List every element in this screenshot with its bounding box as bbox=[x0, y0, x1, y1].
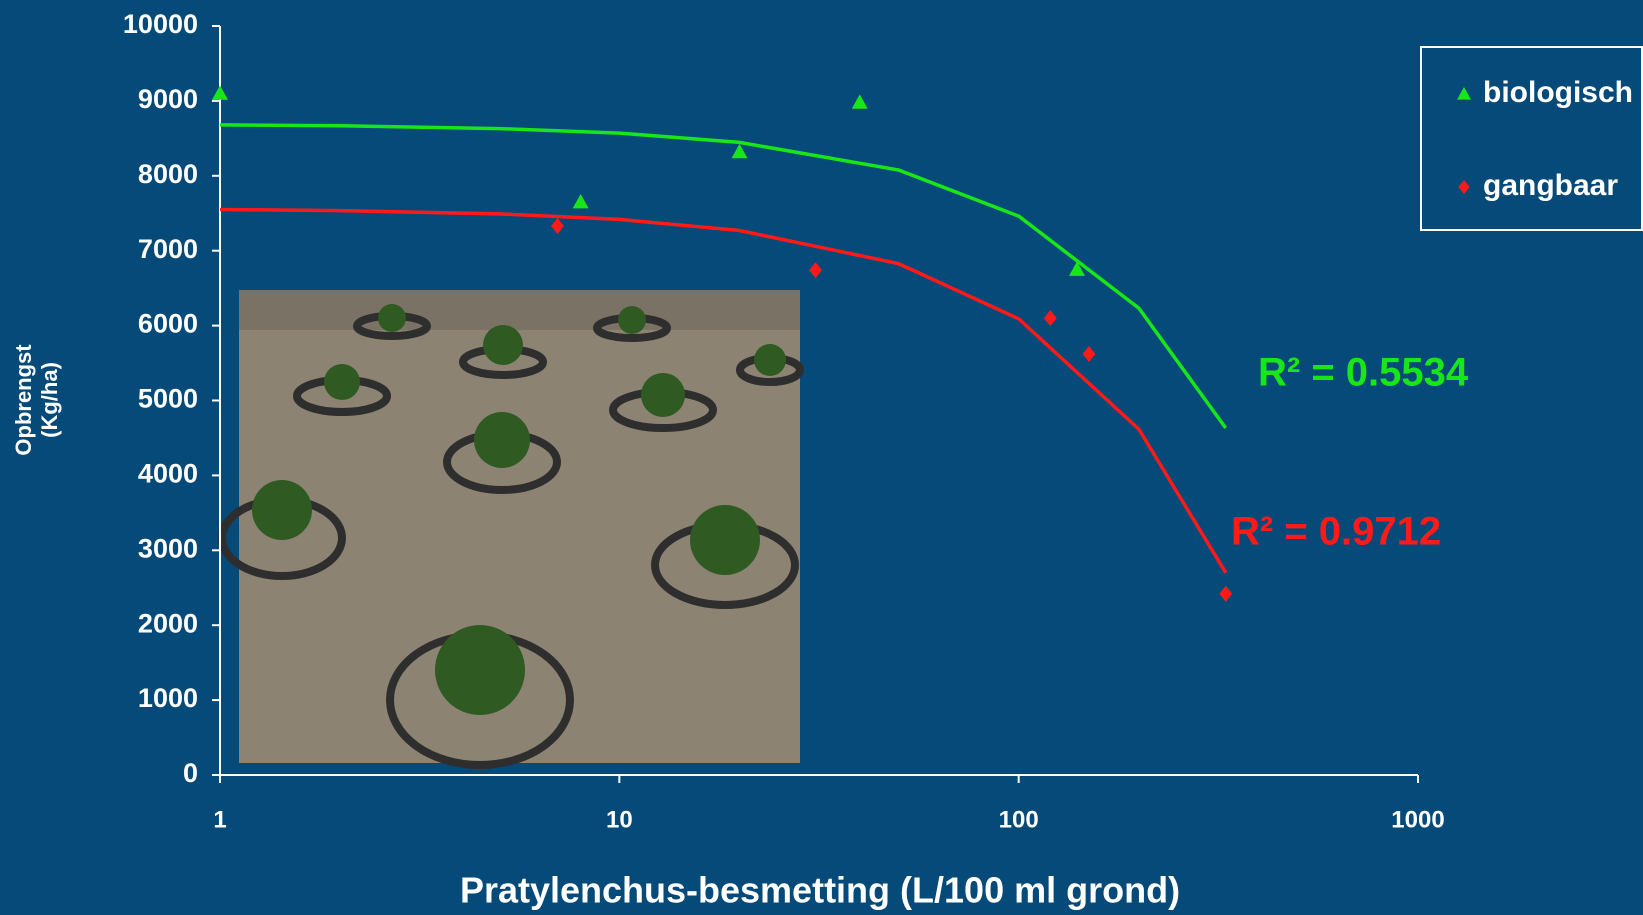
y-tick-label: 3000 bbox=[138, 533, 198, 563]
x-tick-label: 10 bbox=[606, 806, 633, 833]
annotation: R² = 0.5534 bbox=[1258, 351, 1469, 395]
legend-marker bbox=[1457, 87, 1471, 100]
data-point bbox=[572, 194, 589, 209]
legend-box bbox=[1420, 46, 1643, 231]
legend-label: gangbaar bbox=[1483, 169, 1618, 202]
y-tick-label: 5000 bbox=[138, 384, 198, 414]
data-point bbox=[1069, 261, 1086, 276]
y-tick-label: 0 bbox=[183, 758, 198, 788]
data-point bbox=[1219, 585, 1233, 602]
trendline bbox=[219, 207, 1228, 574]
trendline bbox=[219, 123, 1228, 430]
data-point bbox=[212, 85, 228, 100]
x-axis-label: Pratylenchus-besmetting (L/100 ml grond) bbox=[460, 870, 1180, 911]
data-point bbox=[1082, 346, 1096, 363]
y-tick-label: 7000 bbox=[138, 234, 198, 264]
y-tick-label: 2000 bbox=[138, 608, 198, 638]
y-axis-label: Opbrengst bbox=[11, 344, 36, 456]
x-tick-label: 100 bbox=[999, 806, 1039, 833]
y-axis-label: (Kg/ha) bbox=[37, 362, 62, 438]
y-tick-label: 10000 bbox=[123, 9, 198, 39]
data-point bbox=[851, 94, 868, 109]
y-tick-label: 6000 bbox=[138, 309, 198, 339]
data-point bbox=[731, 143, 748, 159]
x-tick-label: 1000 bbox=[1391, 806, 1444, 833]
y-tick-label: 8000 bbox=[138, 159, 198, 189]
y-tick-label: 9000 bbox=[138, 84, 198, 114]
annotation: R² = 0.9712 bbox=[1231, 510, 1441, 554]
data-point bbox=[809, 262, 822, 279]
y-tick-label: 1000 bbox=[138, 683, 198, 713]
legend-marker bbox=[1458, 180, 1470, 194]
photo-inset bbox=[218, 290, 804, 769]
data-point bbox=[1043, 310, 1057, 327]
x-tick-label: 1 bbox=[213, 806, 226, 833]
legend-label: biologisch bbox=[1483, 76, 1633, 109]
y-tick-label: 4000 bbox=[138, 459, 198, 489]
data-point bbox=[551, 217, 564, 234]
